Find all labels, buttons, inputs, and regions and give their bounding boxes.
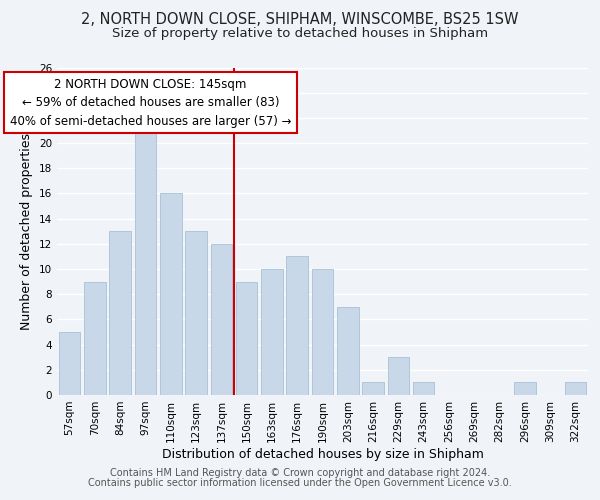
Text: Contains public sector information licensed under the Open Government Licence v3: Contains public sector information licen… xyxy=(88,478,512,488)
Bar xyxy=(261,269,283,395)
Y-axis label: Number of detached properties: Number of detached properties xyxy=(20,132,34,330)
Bar xyxy=(337,307,359,395)
Text: Size of property relative to detached houses in Shipham: Size of property relative to detached ho… xyxy=(112,28,488,40)
Bar xyxy=(286,256,308,395)
Bar xyxy=(135,130,156,395)
Bar xyxy=(413,382,434,395)
Bar xyxy=(59,332,80,395)
Bar xyxy=(565,382,586,395)
Bar xyxy=(362,382,384,395)
Bar xyxy=(84,282,106,395)
Bar xyxy=(185,231,207,395)
Bar xyxy=(211,244,232,395)
Text: 2, NORTH DOWN CLOSE, SHIPHAM, WINSCOMBE, BS25 1SW: 2, NORTH DOWN CLOSE, SHIPHAM, WINSCOMBE,… xyxy=(81,12,519,28)
Text: Contains HM Land Registry data © Crown copyright and database right 2024.: Contains HM Land Registry data © Crown c… xyxy=(110,468,490,477)
X-axis label: Distribution of detached houses by size in Shipham: Distribution of detached houses by size … xyxy=(161,448,484,460)
Bar xyxy=(312,269,333,395)
Bar xyxy=(514,382,536,395)
Bar xyxy=(160,194,182,395)
Text: 2 NORTH DOWN CLOSE: 145sqm
← 59% of detached houses are smaller (83)
40% of semi: 2 NORTH DOWN CLOSE: 145sqm ← 59% of deta… xyxy=(10,78,292,128)
Bar xyxy=(388,357,409,395)
Bar xyxy=(236,282,257,395)
Bar xyxy=(109,231,131,395)
